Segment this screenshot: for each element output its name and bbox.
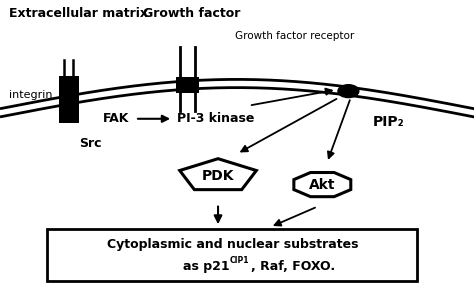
Text: PI-3 kinase: PI-3 kinase [177, 112, 255, 125]
Text: PDK: PDK [202, 169, 234, 183]
Text: Growth factor: Growth factor [143, 7, 241, 20]
Text: Extracellular matrix: Extracellular matrix [9, 7, 148, 20]
Bar [176, 77, 199, 93]
Text: integrin: integrin [9, 90, 53, 100]
Text: PIP₂: PIP₂ [373, 115, 404, 129]
Text: Growth factor receptor: Growth factor receptor [235, 31, 354, 41]
Text: Cytoplasmic and nuclear substrates: Cytoplasmic and nuclear substrates [107, 238, 358, 251]
Text: Src: Src [79, 137, 101, 150]
Polygon shape [294, 173, 351, 197]
Circle shape [338, 85, 359, 98]
Text: as p21: as p21 [183, 260, 230, 273]
Text: Akt: Akt [309, 178, 336, 192]
Text: FAK: FAK [103, 112, 129, 125]
Bar [47, 229, 417, 281]
Text: , Raf, FOXO.: , Raf, FOXO. [251, 260, 335, 273]
Bar [59, 76, 79, 123]
Text: CIP1: CIP1 [230, 255, 249, 265]
Polygon shape [180, 159, 256, 190]
